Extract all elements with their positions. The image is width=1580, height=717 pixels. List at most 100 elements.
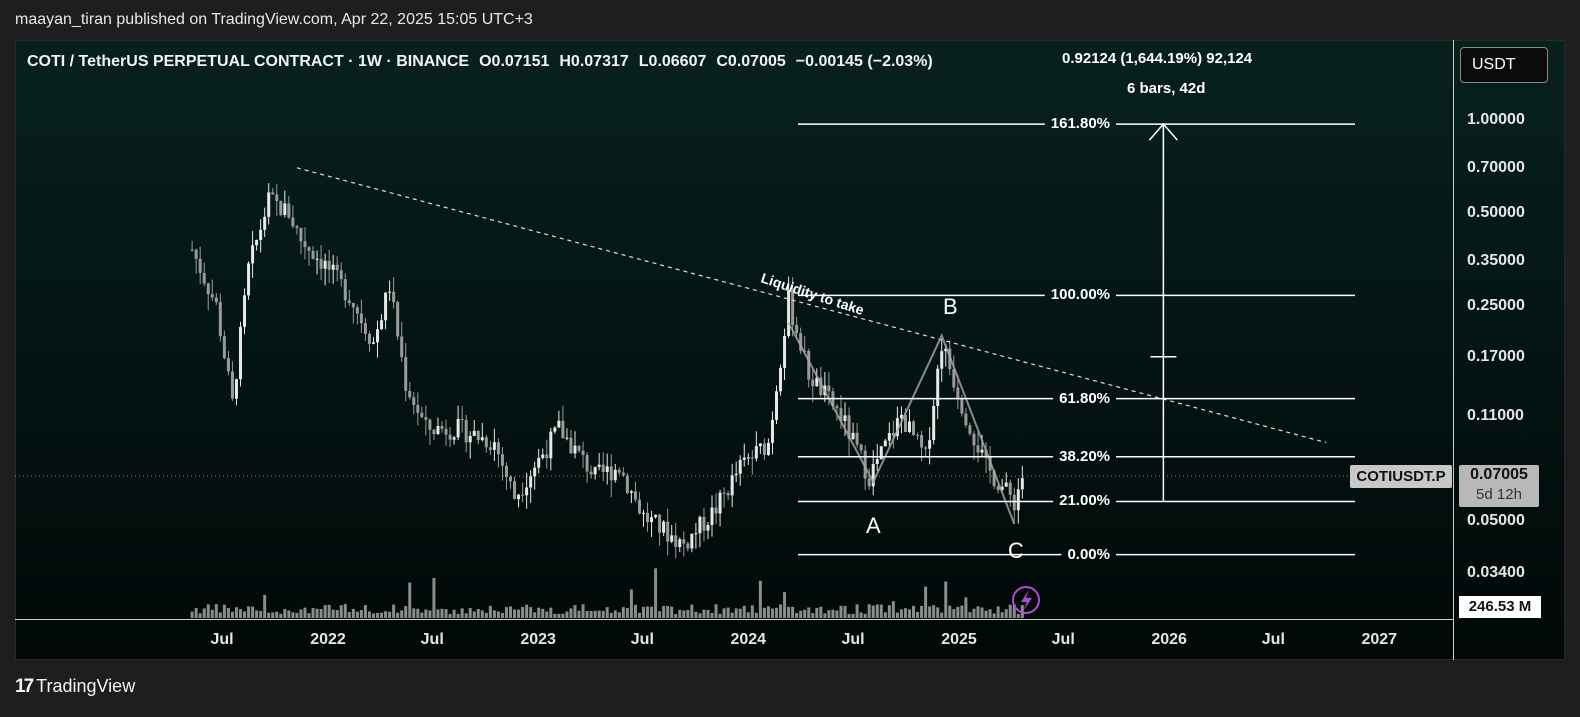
volume-bar — [859, 612, 863, 618]
fib-level-label: 100.00% — [1050, 286, 1110, 304]
volume-bar — [891, 601, 895, 618]
candle-body — [513, 481, 517, 500]
volume-bar — [674, 613, 678, 618]
candle-body — [323, 260, 327, 269]
volume-bar — [573, 605, 577, 618]
candle-body — [601, 464, 605, 472]
candle-body — [956, 387, 960, 400]
price-tick-label: 0.50000 — [1467, 203, 1525, 221]
candle-body — [488, 447, 492, 450]
symbol-name[interactable]: COTI / TetherUS PERPETUAL CONTRACT · 1W … — [27, 53, 470, 70]
candle-body — [613, 469, 617, 481]
volume-bar — [758, 580, 762, 618]
footer-brand[interactable]: 17 TradingView — [15, 676, 135, 698]
time-tick-label: Jul — [1261, 631, 1285, 648]
candle-body — [440, 426, 444, 429]
candle-body — [944, 348, 948, 352]
volume-bar — [565, 611, 569, 618]
volume-bar — [468, 608, 472, 618]
volume-bar — [315, 608, 319, 618]
volume-bar — [795, 612, 799, 618]
volume-bar — [218, 612, 222, 618]
candle-body — [315, 258, 319, 260]
volume-bar — [730, 612, 734, 618]
volume-bar — [525, 604, 529, 618]
candle-body — [746, 457, 750, 459]
candle-body — [339, 270, 343, 280]
volume-bar — [247, 606, 251, 618]
candle-body — [251, 245, 255, 264]
candle-body — [331, 264, 335, 270]
volume-bar — [492, 610, 496, 618]
candle-body — [404, 357, 408, 391]
candle-body — [525, 487, 529, 496]
price-tick-label: 0.25000 — [1467, 296, 1525, 314]
candle-body — [754, 446, 758, 459]
candle-body — [879, 446, 883, 460]
candle-body — [484, 437, 488, 448]
candle-body — [867, 478, 871, 487]
volume-bar — [984, 610, 988, 618]
candle-body — [791, 290, 795, 325]
change-value: −0.00145 (−2.03%) — [795, 53, 933, 70]
volume-bar — [214, 604, 218, 618]
volume-bar — [887, 605, 891, 618]
volume-bar — [863, 613, 867, 618]
volume-bar — [444, 609, 448, 618]
volume-bar — [541, 608, 545, 618]
volume-bar — [666, 605, 670, 618]
wave-c-label: C — [1008, 538, 1024, 563]
volume-bar — [738, 608, 742, 618]
volume-bar — [722, 608, 726, 618]
candle-body — [932, 406, 936, 441]
candle-body — [581, 450, 585, 455]
candle-body — [460, 418, 464, 420]
volume-bar — [637, 612, 641, 618]
volume-bar — [577, 610, 581, 618]
candle-body — [384, 292, 388, 321]
volume-bar — [303, 607, 307, 618]
volume-bar — [255, 610, 259, 618]
volume-bar — [633, 604, 637, 618]
currency-button[interactable]: USDT — [1460, 47, 1548, 83]
volume-bar — [750, 605, 754, 618]
candle-body — [263, 216, 267, 230]
volume-bar — [452, 609, 456, 618]
volume-bar — [650, 606, 654, 618]
volume-bar — [976, 606, 980, 618]
candle-body — [259, 229, 263, 240]
volume-bar — [875, 604, 879, 618]
candle-body — [682, 539, 686, 544]
volume-bar — [275, 611, 279, 618]
candle-body — [589, 471, 593, 475]
volume-bar — [537, 607, 541, 618]
volume-bar — [509, 606, 513, 618]
chart-pane[interactable] — [15, 40, 1565, 660]
volume-bar — [392, 604, 396, 618]
volume-bar — [234, 607, 238, 618]
price-tick-label: 0.05000 — [1467, 512, 1525, 530]
candle-body — [1008, 482, 1012, 495]
volume-bar — [267, 612, 271, 618]
volume-bar — [980, 607, 984, 618]
volume-bar — [617, 612, 621, 618]
wave-b-label: B — [943, 294, 958, 319]
candle-body — [1012, 494, 1016, 511]
candle-body — [424, 417, 428, 420]
volume-bar — [654, 568, 658, 618]
time-tick-label: Jul — [420, 631, 444, 648]
volume-bar — [238, 609, 242, 618]
symbol-price-label: COTIUSDT.P — [1350, 465, 1452, 488]
volume-bar — [230, 611, 234, 618]
volume-bar — [839, 605, 843, 618]
candle-body — [674, 535, 678, 548]
candle-body — [226, 358, 230, 372]
candle-body — [279, 201, 283, 216]
volume-tag: 246.53 M — [1459, 596, 1541, 618]
candle-body — [924, 447, 928, 449]
candle-body — [214, 297, 218, 303]
candle-body — [291, 217, 295, 227]
symbol-legend: COTI / TetherUS PERPETUAL CONTRACT · 1W … — [27, 53, 943, 71]
candle-body — [222, 336, 226, 359]
